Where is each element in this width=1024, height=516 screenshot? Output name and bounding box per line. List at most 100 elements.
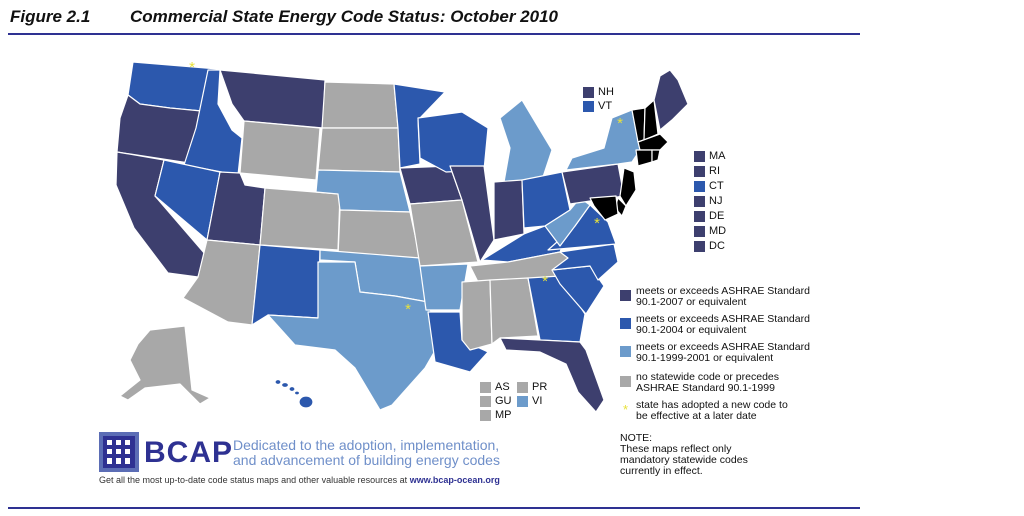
territory-gu-swatch [480,395,491,407]
state-me [653,69,689,131]
key-ma-label: MA [709,150,726,162]
state-nm [251,244,321,326]
state-mt [219,69,326,129]
state-mo [409,199,479,267]
territory-vi-swatch [517,395,528,407]
key-md: MD [694,224,726,238]
territory-pr: PR [517,381,547,393]
key-de-swatch [694,210,705,222]
legend-2007-line2: 90.1-2007 or equivalent [636,296,747,308]
state-id [183,69,243,176]
state-ct [635,149,653,167]
key-de: DE [694,209,724,223]
state-sd [317,127,401,173]
footer-url[interactable]: www.bcap-ocean.org [409,475,500,485]
state-fl [499,337,605,413]
tagline-line2: and advancement of building energy codes [233,452,500,468]
territory-as: AS [480,381,510,393]
legend-1999-line1: meets or exceeds ASHRAE Standard [636,341,810,353]
state-nh [643,99,659,141]
top-rule [8,33,860,35]
state-md [589,195,619,221]
legend-1999-line2: 90.1-1999-2001 or equivalent [636,352,774,364]
state-mi [499,99,553,183]
territory-gu-label: GU [495,395,512,407]
key-vt-swatch [583,100,594,112]
star-icon: * [622,402,629,417]
state-wi [417,111,489,173]
bottom-rule [8,507,860,509]
key-nh-label: NH [598,86,614,98]
note: NOTE: These maps reflect only mandatory … [620,433,810,477]
territory-as-swatch [480,381,491,393]
key-ct: CT [694,179,724,193]
key-ct-swatch [694,180,705,192]
state-ar [419,263,469,311]
legend-item-star: * state has adopted a new code to be effe… [620,400,836,422]
legend-swatch-1999 [620,346,631,357]
bcap-logo-icon [99,432,139,472]
state-tx [267,261,441,411]
state-wv [544,197,591,247]
key-ma: MA [694,149,726,163]
territory-as-label: AS [495,381,510,393]
legend-swatch-2007 [620,290,631,301]
key-md-label: MD [709,225,727,237]
key-nj-swatch [694,195,705,207]
state-ny [565,109,641,171]
note-line3: currently in effect. [620,465,703,477]
key-ma-swatch [694,150,705,162]
key-ri-label: RI [709,165,720,177]
star-icon: * [594,215,600,232]
legend-2004-line2: 90.1-2004 or equivalent [636,324,747,336]
legend-star-line1: state has adopted a new code to [636,399,788,411]
state-ms [461,279,493,351]
state-ma [637,133,669,151]
legend-none-line2: ASHRAE Standard 90.1-1999 [636,382,775,394]
territory-mp-swatch [480,409,491,421]
state-ak [119,325,211,405]
legend-star-line2: be effective at a later date [636,410,757,422]
state-nc [551,243,619,281]
key-dc-label: DC [709,240,725,252]
legend-item-2007: meets or exceeds ASHRAE Standard 90.1-200… [620,286,836,308]
key-vt: VT [583,99,612,113]
state-nj [619,167,637,207]
territory-vi-label: VI [532,395,543,407]
note-line2: mandatory statewide codes [620,454,748,466]
figure-title: Commercial State Energy Code Status: Oct… [130,7,558,26]
key-md-swatch [694,225,705,237]
key-vt-label: VT [598,100,613,112]
key-nh: NH [583,85,614,99]
state-wy [239,120,321,181]
figure-number: Figure 2.1 [10,7,91,26]
footer-message: Get all the most up-to-date code status … [99,475,408,485]
legend-none-line1: no statewide code or precedes [636,371,780,383]
territory-pr-swatch [517,381,528,393]
state-ri [651,149,661,163]
key-ct-label: CT [709,180,724,192]
territory-mp: MP [480,409,512,421]
key-ri: RI [694,164,720,178]
state-hi [274,378,314,409]
brand-name: BCAP [144,436,234,469]
territory-gu: GU [480,395,512,407]
state-la [427,311,489,373]
key-dc-swatch [694,240,705,252]
footer-text: Get all the most up-to-date code status … [99,475,500,485]
note-line1: These maps reflect only [620,443,732,455]
star-icon: * [405,301,411,318]
state-in [493,179,525,241]
brand-tagline: Dedicated to the adoption, implementatio… [233,438,500,468]
legend-swatch-none [620,376,631,387]
star-markers: * * * * * [189,59,623,318]
key-dc: DC [694,239,725,253]
key-nj-label: NJ [709,195,723,207]
page-title: Figure 2.1 Commercial State Energy Code S… [10,7,558,27]
star-icon: * [617,115,623,132]
state-nd [321,81,399,129]
key-ri-swatch [694,165,705,177]
legend-item-none: no statewide code or precedes ASHRAE Stan… [620,372,836,394]
legend-2004-line1: meets or exceeds ASHRAE Standard [636,313,810,325]
